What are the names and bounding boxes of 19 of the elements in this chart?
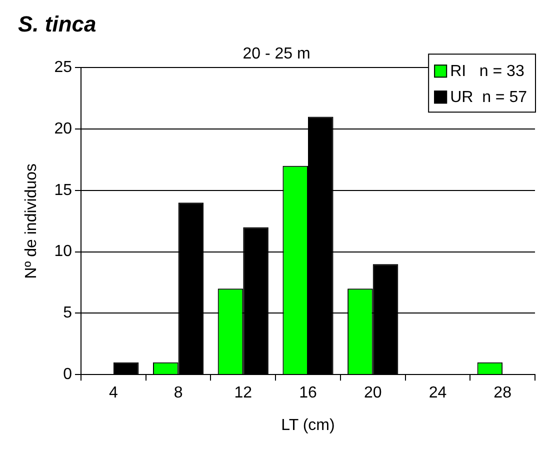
y-tick-label: 5	[63, 304, 72, 322]
y-axis-title: Nº de individuos	[23, 163, 40, 279]
chart-title: S. tinca	[18, 11, 96, 36]
chart-subtitle: 20 - 25 m	[242, 45, 310, 62]
x-tick-label: 24	[428, 384, 447, 402]
legend-label: RI n = 33	[450, 63, 524, 80]
x-tick-label: 8	[174, 384, 183, 402]
y-tick-label: 0	[63, 366, 72, 384]
x-tick-label: 4	[108, 384, 118, 402]
y-tick-label: 10	[54, 243, 72, 260]
y-tick-label: 20	[54, 120, 72, 138]
x-axis-title: LT (cm)	[281, 416, 335, 434]
y-tick-label: 15	[54, 182, 72, 199]
x-tick-label: 28	[494, 384, 512, 402]
x-tick-label: 12	[234, 384, 252, 402]
legend-label: UR n = 57	[450, 89, 528, 106]
x-tick-label: 20	[364, 384, 382, 402]
x-tick-label: 16	[299, 384, 317, 402]
y-tick-label: 25	[54, 59, 72, 76]
